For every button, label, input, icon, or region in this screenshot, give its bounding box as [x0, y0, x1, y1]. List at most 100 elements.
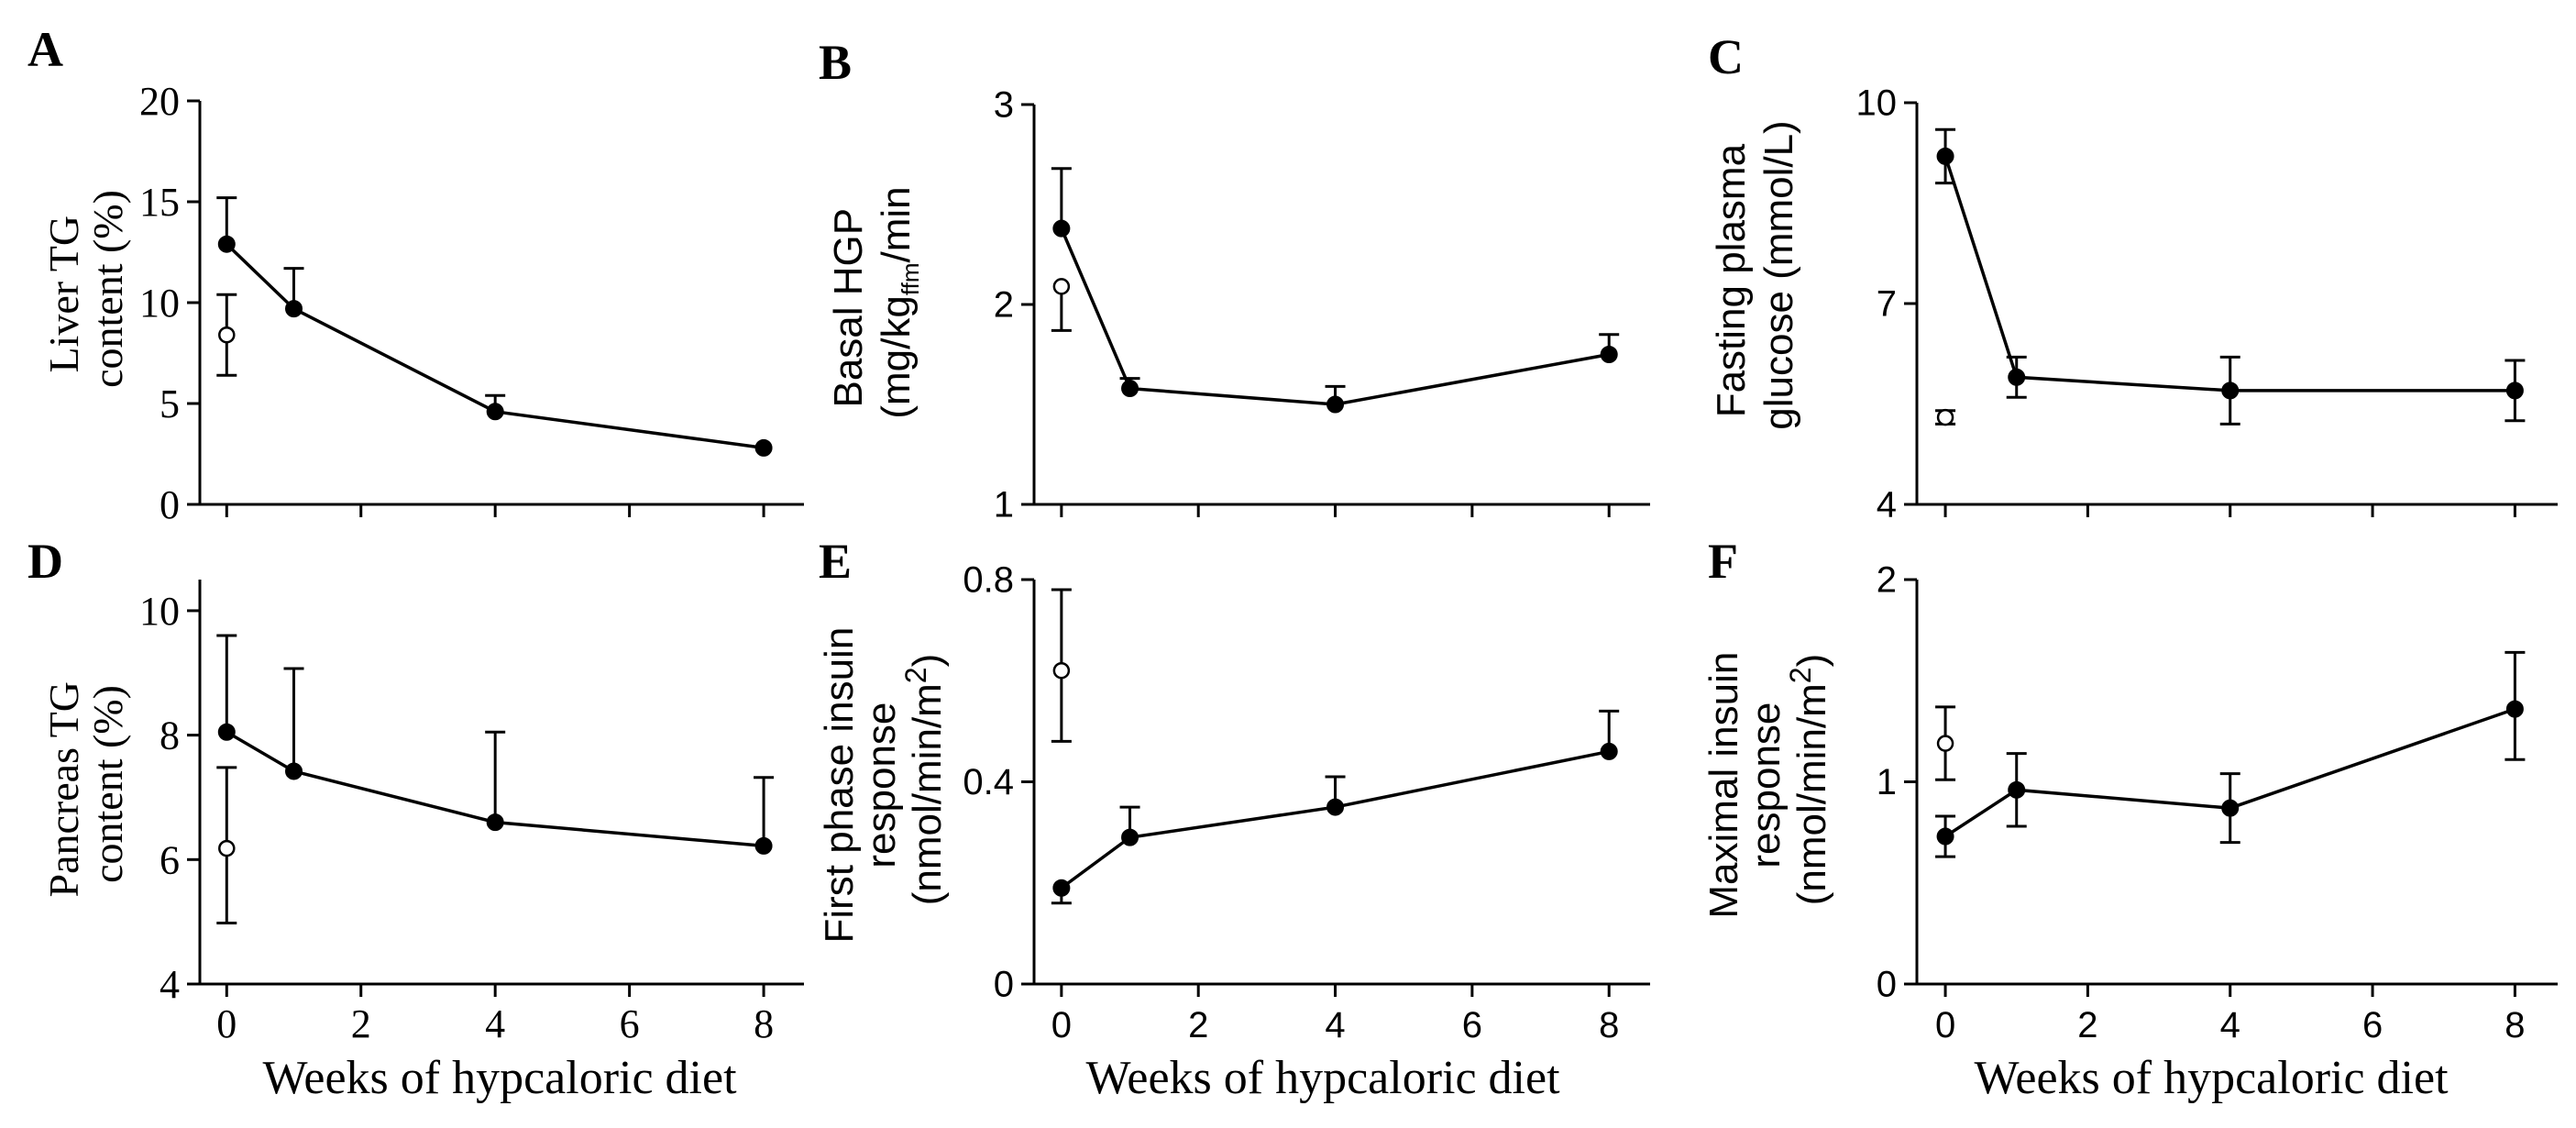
ylabel-b-unit: (mg/kg	[874, 295, 919, 418]
ylabel-f-line-2: response	[1744, 702, 1789, 868]
y-tick-label-f-1: 1	[1877, 762, 1897, 802]
series-line-a-filled	[226, 242, 765, 450]
ylabel-b-subscript: ffm	[897, 263, 924, 296]
ylabel-f-unit-end: )	[1789, 654, 1834, 668]
y-tick-label-b-0: 1	[994, 485, 1014, 525]
data-point-a-filled-2	[486, 403, 504, 421]
panel-c: 4 7 10	[1856, 83, 2558, 525]
y-tick-label-d-2: 8	[160, 713, 180, 758]
y-tick-label-d-0: 4	[160, 962, 180, 1007]
y-tick-label-c-1: 7	[1877, 284, 1897, 325]
data-point-b-open-0	[1052, 278, 1071, 295]
x-tick-label-e-3: 6	[1462, 1005, 1482, 1045]
y-tick-label-e-1: 0.4	[963, 762, 1014, 802]
data-point-f-filled-2	[2221, 799, 2240, 817]
data-point-a-filled-0	[217, 235, 236, 253]
ylabel-c-line-2: glucose (mmol/L)	[1756, 120, 1801, 429]
ylabel-d-line-1: Pancreas TG	[40, 681, 87, 897]
panel-e: 0 2 4 6 8 0 0.4 0.8	[963, 560, 1650, 1045]
data-point-f-filled-0	[1936, 827, 1954, 846]
data-point-d-filled-2	[486, 813, 504, 832]
y-tick-label-d-3: 10	[139, 589, 180, 634]
ylabel-b: Basal HGP (mg/kgffm/min	[826, 186, 924, 418]
x-tick-label-f-2: 4	[2220, 1005, 2240, 1045]
x-tick-label-d-3: 6	[620, 1001, 640, 1046]
ylabel-e-superscript: 2	[899, 667, 932, 683]
data-point-e-filled-0	[1052, 879, 1071, 897]
ylabel-c-line-1: Fasting plasma	[1709, 143, 1754, 417]
ylabel-e-unit-end: )	[905, 654, 950, 668]
x-tick-label-d-2: 4	[485, 1001, 505, 1046]
xlabel-f: Weeks of hypcaloric diet	[1974, 1052, 2449, 1104]
ylabel-a-line-1: Liver TG	[40, 216, 87, 373]
series-line-b-filled	[1060, 227, 1610, 406]
y-tick-label-a-0: 0	[160, 482, 180, 527]
panel-letter-f: F	[1708, 534, 1738, 589]
panel-letter-a: A	[28, 22, 63, 77]
data-point-b-filled-3	[1600, 346, 1618, 363]
ylabel-f-superscript: 2	[1784, 667, 1817, 683]
y-tick-label-b-1: 2	[994, 285, 1014, 326]
series-line-f-filled	[1944, 707, 2515, 838]
ylabel-f-line-3: (nmol/min/m2)	[1784, 654, 1834, 905]
x-tick-label-d-0: 0	[216, 1001, 237, 1046]
panel-b: 1 2 3	[994, 85, 1650, 525]
series-line-e-filled	[1060, 749, 1610, 890]
data-point-e-filled-2	[1327, 798, 1345, 816]
ylabel-f: Maximal insuin response (nmol/min/m2)	[1701, 640, 1834, 918]
ylabel-b-unit-end: /min	[874, 186, 919, 262]
ylabel-b-line-2: (mg/kgffm/min	[874, 186, 924, 418]
xlabel-e: Weeks of hypcaloric diet	[1085, 1052, 1560, 1104]
y-tick-label-a-3: 15	[139, 180, 180, 225]
y-tick-label-e-0: 0	[994, 965, 1014, 1005]
x-tick-label-d-4: 8	[754, 1001, 774, 1046]
x-tick-label-f-3: 6	[2362, 1005, 2383, 1045]
data-point-f-filled-3	[2505, 700, 2524, 718]
ylabel-e-unit: (nmol/min/m	[905, 683, 950, 905]
ylabel-d-line-2: content (%)	[84, 685, 131, 883]
ylabel-f-unit: (nmol/min/m	[1789, 683, 1834, 905]
data-point-c-filled-0	[1936, 147, 1954, 165]
data-point-f-filled-1	[2008, 780, 2026, 799]
y-tick-label-d-1: 6	[160, 837, 180, 882]
data-point-a-filled-1	[285, 300, 303, 318]
x-tick-label-f-1: 2	[2077, 1005, 2097, 1045]
y-tick-label-f-0: 0	[1877, 965, 1897, 1005]
ylabel-d: Pancreas TG content (%)	[40, 671, 131, 898]
panel-a: 0 5 10 15 20	[139, 79, 804, 527]
data-point-c-filled-1	[2008, 368, 2026, 386]
panel-letter-c: C	[1708, 29, 1744, 84]
y-tick-label-b-2: 3	[994, 85, 1014, 126]
xlabel-d: Weeks of hypcaloric diet	[262, 1052, 737, 1104]
y-tick-label-c-2: 10	[1856, 83, 1898, 124]
y-tick-label-a-4: 20	[139, 79, 180, 124]
y-tick-label-a-1: 5	[160, 382, 180, 426]
ylabel-e-line-3: (nmol/min/m2)	[899, 654, 950, 905]
data-point-c-filled-2	[2221, 382, 2240, 400]
panel-d: 0 2 4 6 8 4 6 8 10	[139, 580, 804, 1046]
ylabel-a: Liver TG content (%)	[40, 190, 131, 388]
x-tick-label-e-2: 4	[1325, 1005, 1345, 1045]
x-tick-label-d-1: 2	[351, 1001, 371, 1046]
data-point-c-filled-3	[2505, 382, 2524, 400]
data-point-b-filled-2	[1327, 395, 1345, 414]
data-point-d-filled-1	[285, 762, 303, 780]
ylabel-b-line-1: Basal HGP	[826, 209, 871, 408]
ylabel-f-line-1: Maximal insuin	[1701, 652, 1746, 919]
panel-letter-b: B	[819, 35, 852, 90]
series-line-c-filled	[1943, 155, 2515, 393]
x-tick-label-e-1: 2	[1188, 1005, 1208, 1045]
ylabel-e: First phase insuin response (nmol/min/m2…	[817, 615, 950, 943]
data-point-f-open-0	[1936, 735, 1954, 752]
ylabel-e-line-1: First phase insuin	[817, 627, 862, 944]
data-point-a-open-0	[218, 326, 236, 344]
y-tick-label-a-2: 10	[139, 281, 180, 326]
x-tick-label-e-0: 0	[1051, 1005, 1072, 1045]
panel-f: 0 2 4 6 8 0 1 2	[1877, 560, 2558, 1045]
panel-letter-d: D	[28, 534, 63, 589]
data-point-d-open-0	[218, 839, 236, 857]
y-tick-label-e-2: 0.8	[963, 560, 1014, 601]
data-point-e-filled-1	[1121, 828, 1139, 846]
y-tick-label-f-2: 2	[1877, 560, 1897, 601]
